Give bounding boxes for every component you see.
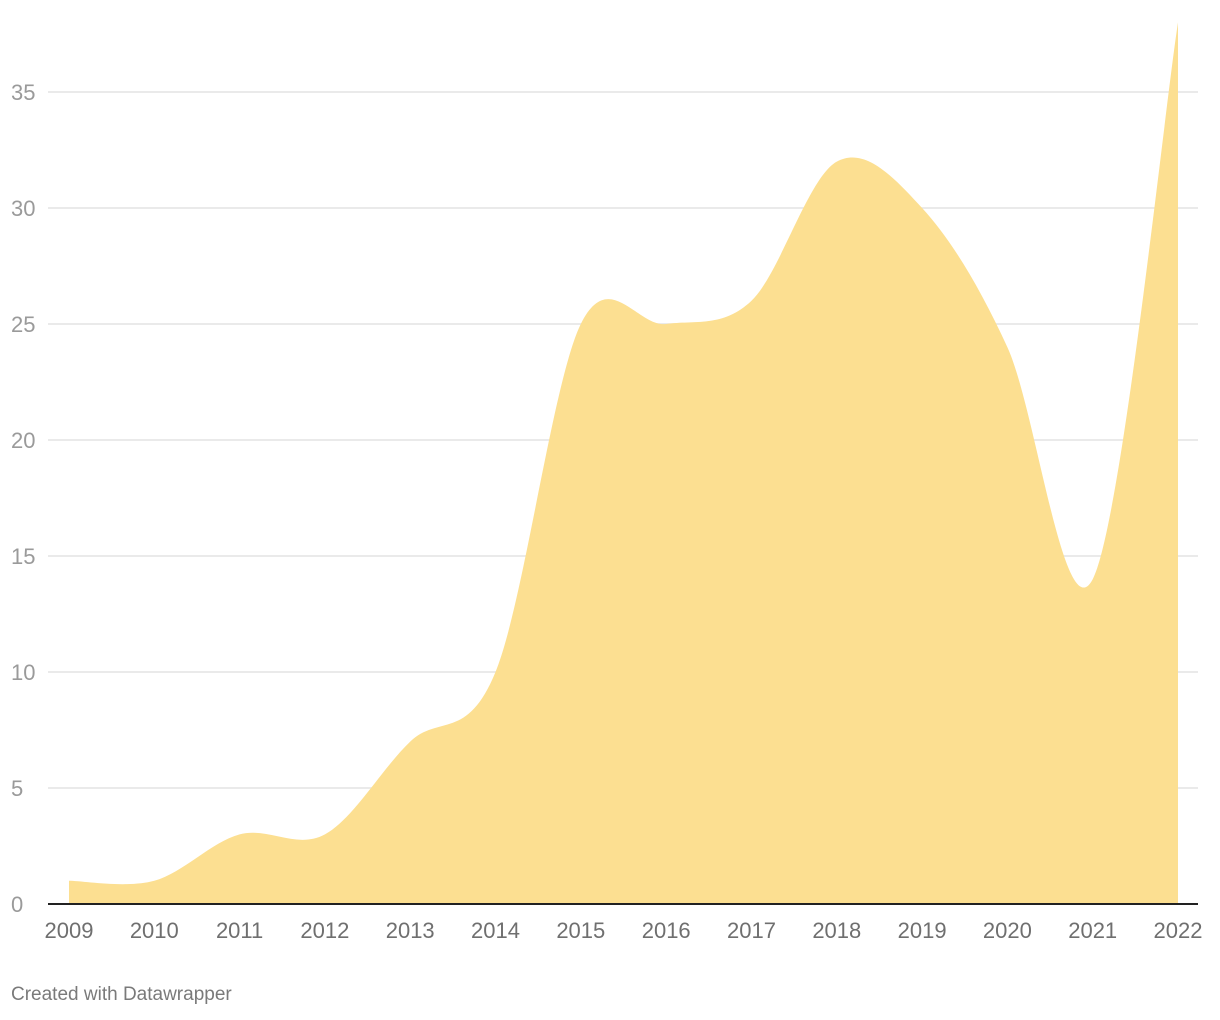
x-tick-label: 2011 xyxy=(216,918,263,943)
y-tick-label: 5 xyxy=(11,776,23,801)
y-tick-label: 35 xyxy=(11,80,35,105)
x-tick-label: 2010 xyxy=(130,918,179,943)
x-tick-label: 2014 xyxy=(471,918,520,943)
y-tick-label: 15 xyxy=(11,544,35,569)
x-tick-label: 2016 xyxy=(642,918,691,943)
x-tick-label: 2018 xyxy=(812,918,861,943)
series-area xyxy=(69,22,1178,904)
y-tick-label: 20 xyxy=(11,428,35,453)
axis-layer: 0 5 10 15 20 25 30 35 2009 2010 2011 2012 2013 2014 20… xyxy=(11,80,1202,943)
x-tick-label: 2017 xyxy=(727,918,776,943)
credit-text: Created with Datawrapper xyxy=(11,984,232,1005)
y-tick-label: 30 xyxy=(11,196,35,221)
y-tick-label: 25 xyxy=(11,312,35,337)
x-tick-label: 2009 xyxy=(45,918,94,943)
x-tick-label: 2019 xyxy=(898,918,947,943)
x-tick-label: 2020 xyxy=(983,918,1032,943)
area-layer xyxy=(69,22,1178,904)
y-tick-label: 0 xyxy=(11,892,23,917)
x-tick-label: 2021 xyxy=(1068,918,1117,943)
x-tick-label: 2015 xyxy=(556,918,605,943)
x-tick-label: 2022 xyxy=(1154,918,1203,943)
y-tick-label: 10 xyxy=(11,660,35,685)
x-tick-label: 2012 xyxy=(300,918,349,943)
x-tick-label: 2013 xyxy=(386,918,435,943)
